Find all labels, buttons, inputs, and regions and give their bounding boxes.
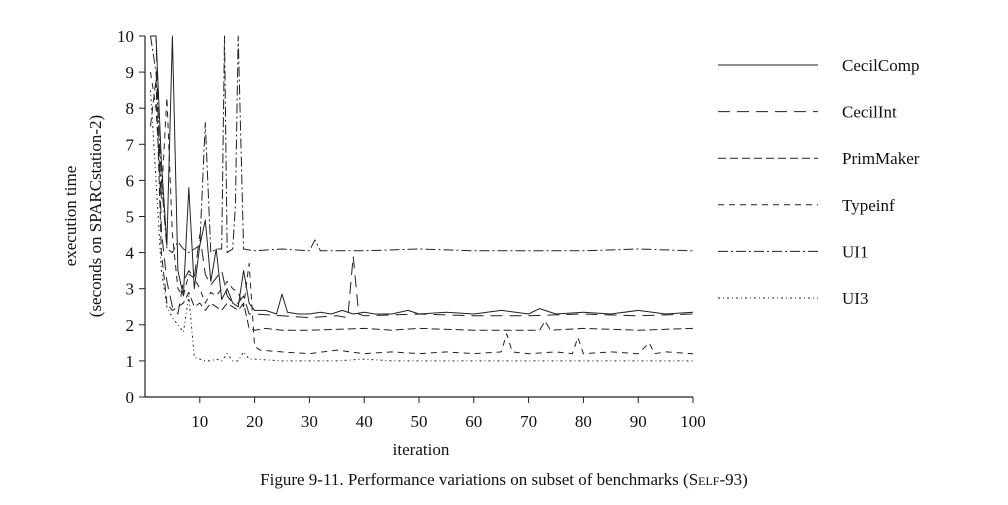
x-tick-label: 10 — [191, 412, 208, 431]
series-line-ui1 — [150, 35, 694, 254]
legend-label-ui1: UI1 — [842, 242, 868, 261]
legend: CecilComp CecilInt PrimMaker Typeinf UI1 UI3 — [718, 56, 920, 308]
y-tick-label: 3 — [126, 280, 135, 299]
y-tick-label: 4 — [126, 244, 135, 263]
legend-label-typeinf: Typeinf — [842, 196, 895, 215]
legend-label-cecilcomp: CecilComp — [842, 56, 919, 75]
axes: 0 1 2 3 4 5 6 7 8 9 10 10 20 30 40 50 60 70 80 90 100 — [117, 27, 706, 431]
y-tick-label: 1 — [126, 352, 135, 371]
y-tick-label: 0 — [126, 388, 135, 407]
caption-suffix: -93) — [719, 470, 748, 489]
x-axis-label: iteration — [393, 440, 450, 459]
x-tick-label: 90 — [630, 412, 647, 431]
series-line-cecilcomp — [150, 35, 694, 315]
legend-label-cecilint: CecilInt — [842, 103, 897, 122]
x-tick-label: 100 — [680, 412, 706, 431]
x-tick-label: 50 — [411, 412, 428, 431]
y-tick-label: 2 — [126, 316, 135, 335]
legend-label-ui3: UI3 — [842, 289, 868, 308]
performance-chart: 0 1 2 3 4 5 6 7 8 9 10 10 20 30 40 50 60 70 80 90 100 CecilC… — [61, 27, 920, 459]
series-line-ui3 — [150, 90, 693, 362]
y-tick-label: 6 — [126, 171, 135, 190]
x-tick-label: 40 — [356, 412, 373, 431]
series-line-typeinf — [150, 72, 694, 355]
legend-label-primmaker: PrimMaker — [842, 149, 920, 168]
y-axis-label-line1: execution time — [61, 166, 80, 267]
x-tick-label: 60 — [465, 412, 482, 431]
x-tick-label: 70 — [520, 412, 537, 431]
y-tick-label: 7 — [126, 135, 135, 154]
caption-prefix: Figure 9-11. Performance variations on s… — [260, 470, 689, 489]
y-axis-label-line2: (seconds on SPARCstation-2) — [86, 115, 105, 317]
caption-smallcaps: Self — [688, 470, 720, 489]
y-tick-label: 5 — [126, 208, 135, 227]
y-tick-label: 10 — [117, 27, 134, 46]
y-tick-label: 9 — [126, 63, 135, 82]
x-tick-label: 80 — [575, 412, 592, 431]
series-layer — [150, 35, 694, 362]
figure-caption: Figure 9-11. Performance variations on s… — [0, 470, 1008, 490]
series-line-primmaker — [150, 78, 694, 331]
series-line-cecilint — [150, 35, 694, 319]
x-tick-label: 30 — [301, 412, 318, 431]
y-tick-label: 8 — [126, 99, 135, 118]
x-tick-label: 20 — [246, 412, 263, 431]
